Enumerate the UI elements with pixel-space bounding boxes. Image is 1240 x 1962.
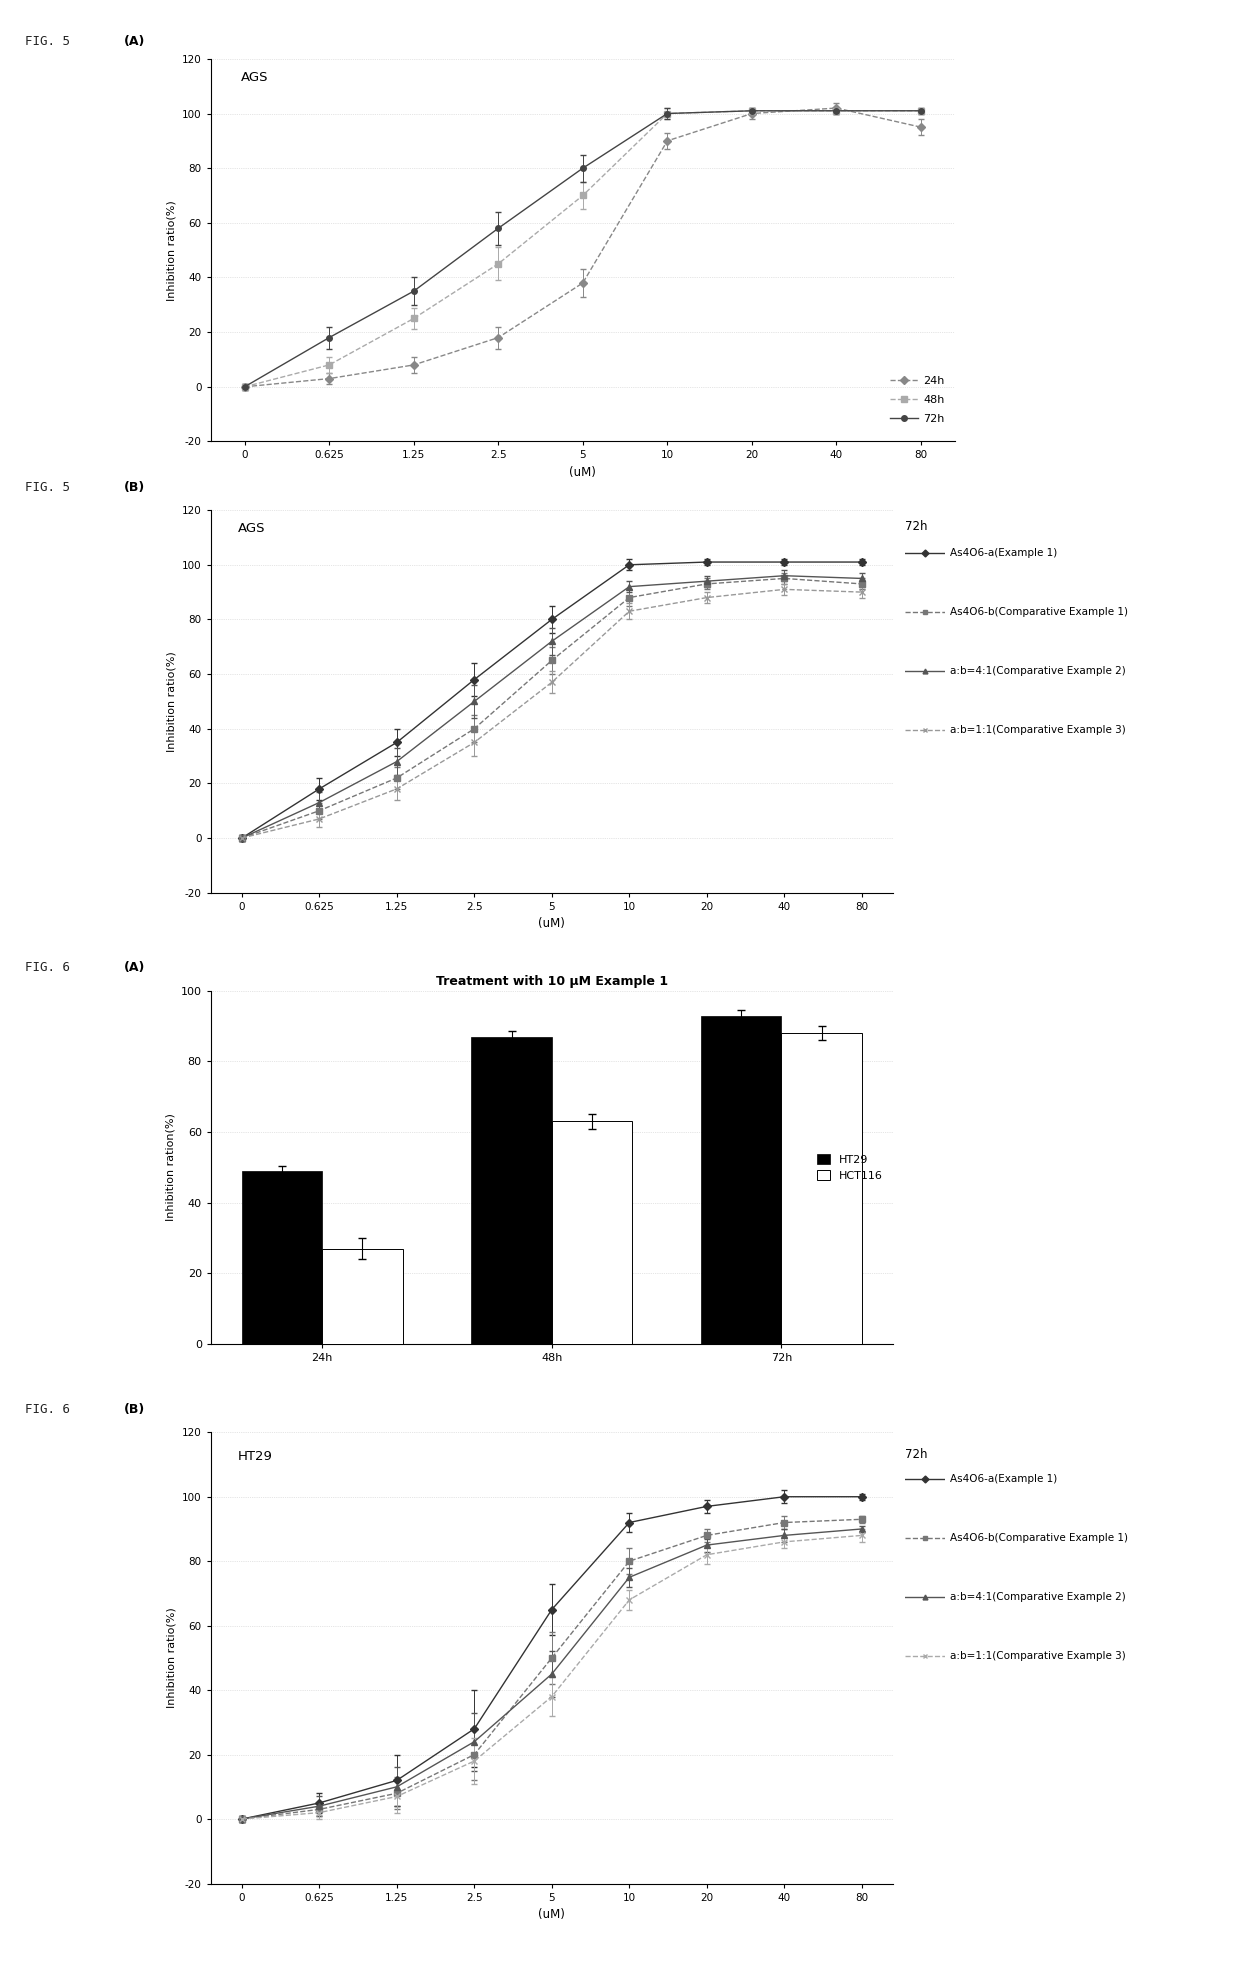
X-axis label: (uM): (uM) xyxy=(538,1909,565,1921)
Text: 72h: 72h xyxy=(905,520,928,534)
Text: As4O6-b(Comparative Example 1): As4O6-b(Comparative Example 1) xyxy=(950,1532,1128,1544)
Text: As4O6-b(Comparative Example 1): As4O6-b(Comparative Example 1) xyxy=(950,606,1128,618)
Bar xyxy=(781,1034,862,1344)
Text: AGS: AGS xyxy=(241,71,268,84)
Text: a:b=1:1(Comparative Example 3): a:b=1:1(Comparative Example 3) xyxy=(950,724,1126,736)
Text: 72h: 72h xyxy=(905,1448,928,1462)
X-axis label: (uM): (uM) xyxy=(538,918,565,930)
Text: (B): (B) xyxy=(124,481,145,494)
Bar xyxy=(471,1036,552,1344)
Y-axis label: Inhibition ration(%): Inhibition ration(%) xyxy=(165,1114,175,1220)
Text: (B): (B) xyxy=(124,1403,145,1417)
Title: Treatment with 10 μM Example 1: Treatment with 10 μM Example 1 xyxy=(435,975,668,989)
Text: FIG. 6: FIG. 6 xyxy=(25,961,69,975)
Y-axis label: Inhibition ratio(%): Inhibition ratio(%) xyxy=(166,651,176,751)
Text: As4O6-a(Example 1): As4O6-a(Example 1) xyxy=(950,547,1056,559)
Text: FIG. 5: FIG. 5 xyxy=(25,35,69,49)
Text: a:b=4:1(Comparative Example 2): a:b=4:1(Comparative Example 2) xyxy=(950,1591,1126,1603)
Text: (A): (A) xyxy=(124,35,145,49)
Legend: 24h, 48h, 72h: 24h, 48h, 72h xyxy=(885,371,950,428)
Legend: HT29, HCT116: HT29, HCT116 xyxy=(812,1150,888,1185)
Bar xyxy=(242,1171,322,1344)
Text: a:b=4:1(Comparative Example 2): a:b=4:1(Comparative Example 2) xyxy=(950,665,1126,677)
Y-axis label: Inhibition ratio(%): Inhibition ratio(%) xyxy=(166,200,176,300)
Text: As4O6-a(Example 1): As4O6-a(Example 1) xyxy=(950,1473,1056,1485)
Bar xyxy=(701,1016,781,1344)
X-axis label: (uM): (uM) xyxy=(569,467,596,479)
Text: (A): (A) xyxy=(124,961,145,975)
Bar xyxy=(322,1248,403,1344)
Text: HT29: HT29 xyxy=(238,1450,273,1464)
Text: a:b=1:1(Comparative Example 3): a:b=1:1(Comparative Example 3) xyxy=(950,1650,1126,1662)
Bar xyxy=(552,1122,632,1344)
Text: AGS: AGS xyxy=(238,522,265,536)
Text: FIG. 6: FIG. 6 xyxy=(25,1403,69,1417)
Text: FIG. 5: FIG. 5 xyxy=(25,481,69,494)
Y-axis label: Inhibition ratio(%): Inhibition ratio(%) xyxy=(166,1607,176,1709)
